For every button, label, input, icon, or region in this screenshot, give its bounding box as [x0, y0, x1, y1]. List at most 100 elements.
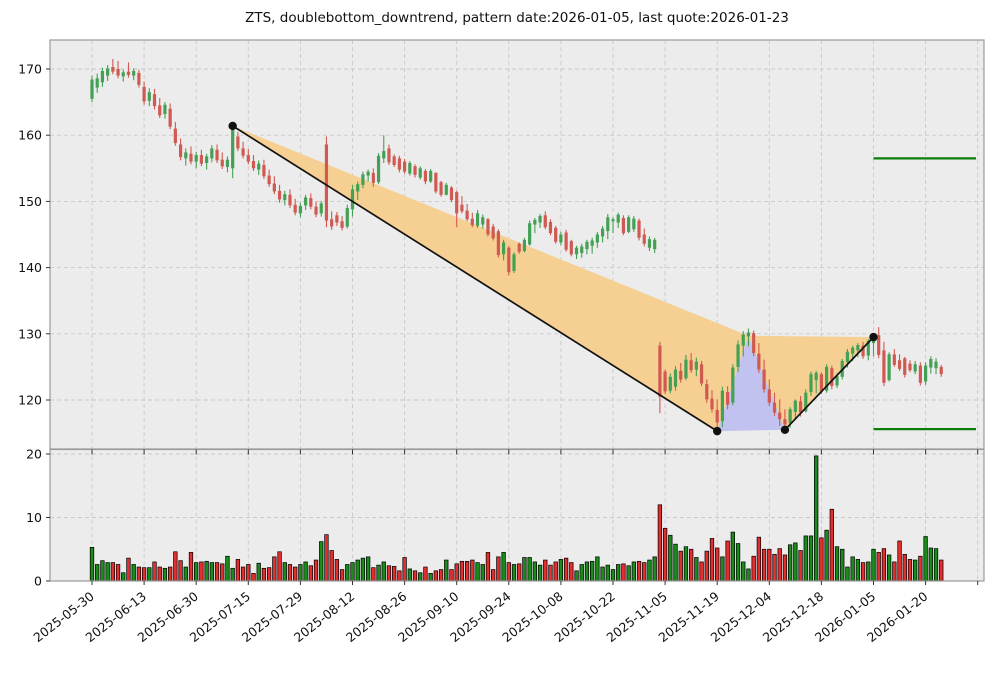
- volume-bar: [600, 566, 605, 582]
- candle-body: [616, 214, 620, 223]
- candle-body: [897, 360, 902, 369]
- candle-body: [658, 345, 662, 397]
- volume-bar: [423, 566, 428, 582]
- volume-bar: [381, 561, 386, 582]
- volume-bar: [324, 534, 329, 582]
- candle-body: [350, 189, 355, 210]
- candle-body: [913, 364, 917, 372]
- volume-bar: [392, 566, 397, 582]
- candle-body: [793, 400, 797, 412]
- candle-body: [246, 155, 250, 162]
- volume-bar: [194, 562, 199, 582]
- volume-bar: [897, 540, 902, 582]
- volume-bar: [433, 570, 439, 582]
- volume-bar: [579, 564, 584, 582]
- pattern-point-dot: [780, 425, 790, 434]
- candle-body: [757, 353, 761, 370]
- candle-body: [642, 234, 646, 244]
- candle-body: [845, 351, 850, 363]
- volume-bar: [595, 556, 600, 582]
- price-axis-label: 170: [18, 62, 42, 77]
- candle-body: [220, 159, 224, 167]
- price-axis-label: 140: [18, 260, 42, 275]
- candle-body: [163, 104, 167, 115]
- price-axis-label: 130: [18, 326, 42, 341]
- candle-body: [178, 144, 183, 158]
- volume-bar: [704, 550, 709, 582]
- candle-body: [95, 78, 99, 88]
- volume-axis-label: 10: [26, 510, 42, 525]
- volume-bar: [303, 561, 308, 582]
- candle-body: [272, 183, 276, 192]
- price-axis-label: 160: [18, 128, 42, 143]
- candle-body: [892, 354, 896, 365]
- volume-bar: [485, 552, 491, 582]
- volume-bar: [183, 566, 188, 582]
- volume-bar: [907, 559, 913, 582]
- candle-body: [726, 392, 730, 405]
- candle-body: [814, 372, 818, 381]
- volume-bar: [141, 567, 147, 582]
- candle-body: [533, 219, 537, 225]
- volume-bar: [168, 566, 173, 582]
- candle-body: [231, 129, 235, 169]
- volume-bar: [246, 564, 251, 582]
- volume-bar: [412, 570, 418, 582]
- candle-body: [804, 392, 808, 412]
- volume-bar: [694, 557, 699, 582]
- candle-body: [434, 172, 438, 192]
- volume-bar: [438, 569, 444, 582]
- volume-bar: [126, 557, 131, 582]
- volume-bar: [657, 504, 663, 582]
- candle-body: [798, 401, 803, 413]
- volume-bar: [517, 563, 522, 582]
- pattern-trendline: [232, 125, 718, 432]
- candle-body: [543, 215, 547, 228]
- candle-body: [366, 171, 370, 176]
- volume-bar: [449, 569, 454, 582]
- volume-bar: [204, 560, 209, 582]
- volume-bar: [751, 555, 756, 582]
- candle-body: [939, 366, 943, 375]
- candle-body: [236, 136, 240, 149]
- candle-body: [835, 376, 839, 386]
- candle-body: [324, 144, 329, 221]
- volume-bar: [881, 548, 887, 582]
- volume-bar: [777, 548, 782, 582]
- volume-bar: [261, 567, 267, 582]
- volume-bar: [814, 455, 819, 582]
- volume-bar: [428, 573, 433, 582]
- candle-body: [663, 371, 667, 392]
- candle-body: [152, 94, 157, 107]
- candle-body: [158, 105, 162, 116]
- volume-bar: [329, 550, 334, 582]
- volume-bar: [652, 556, 657, 582]
- candle-body: [772, 402, 777, 413]
- candle-body: [767, 389, 771, 403]
- volume-bar: [501, 552, 506, 582]
- volume-bar: [840, 548, 845, 582]
- candle-body: [371, 172, 375, 183]
- candle-body: [126, 71, 131, 75]
- volume-bar: [834, 546, 840, 582]
- volume-bar: [162, 567, 168, 582]
- candle-body: [309, 198, 313, 207]
- candle-body: [184, 152, 188, 159]
- volume-bar: [803, 535, 808, 582]
- volume-bar: [720, 556, 725, 582]
- candle-body: [752, 333, 756, 353]
- volume-bar: [871, 548, 876, 582]
- candle-body: [819, 374, 823, 392]
- candle-body: [861, 345, 865, 357]
- candle-body: [924, 365, 928, 382]
- volume-bar: [371, 567, 376, 582]
- chart-title: ZTS, doublebottom_downtrend, pattern dat…: [245, 10, 789, 26]
- candle-body: [465, 210, 469, 220]
- candle-body: [429, 170, 433, 182]
- candle-body: [585, 241, 589, 250]
- candle-body: [147, 92, 151, 101]
- volume-bar: [709, 538, 715, 582]
- candle-body: [554, 227, 558, 242]
